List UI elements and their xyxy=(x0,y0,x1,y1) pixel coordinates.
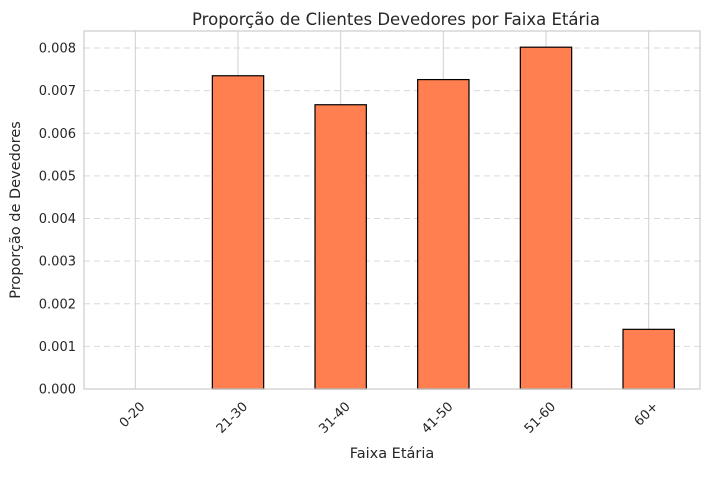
y-tick-label: 0.007 xyxy=(39,84,76,99)
y-tick-label: 0.005 xyxy=(39,169,76,184)
bar-31-40 xyxy=(314,104,367,390)
grid-lines xyxy=(84,31,700,390)
bars xyxy=(211,46,675,390)
y-tick-label: 0.001 xyxy=(39,340,76,355)
x-tick-label: 0-20 xyxy=(117,399,148,430)
x-tick-labels: 0-20 21-30 31-40 41-50 51-60 60+ xyxy=(117,399,662,436)
bar-60+ xyxy=(622,328,675,390)
y-tick-label: 0.000 xyxy=(39,383,76,398)
y-tick-label: 0.008 xyxy=(39,42,76,57)
x-tick-label: 31-40 xyxy=(316,399,353,436)
y-tick-label: 0.004 xyxy=(39,212,76,227)
y-tick-labels: 0.000 0.001 0.002 0.003 0.004 0.005 0.006 0.007… xyxy=(39,42,76,398)
plot-frame xyxy=(83,30,701,390)
y-tick-label: 0.003 xyxy=(39,255,76,270)
bar-21-30 xyxy=(211,75,265,390)
bar-41-50 xyxy=(417,78,470,390)
y-tick-label: 0.006 xyxy=(39,127,76,142)
chart-title: Proporção de Clientes Devedores por Faix… xyxy=(192,10,600,29)
x-tick-label: 41-50 xyxy=(419,399,456,436)
x-tick-label: 21-30 xyxy=(214,399,251,436)
x-axis-label: Faixa Etária xyxy=(350,446,435,462)
y-tick-label: 0.002 xyxy=(39,297,76,312)
bar-51-60 xyxy=(519,46,573,390)
y-axis-label: Proporção de Devedores xyxy=(8,121,24,299)
x-tick-label: 60+ xyxy=(632,399,662,429)
x-tick-label: 51-60 xyxy=(522,399,559,436)
